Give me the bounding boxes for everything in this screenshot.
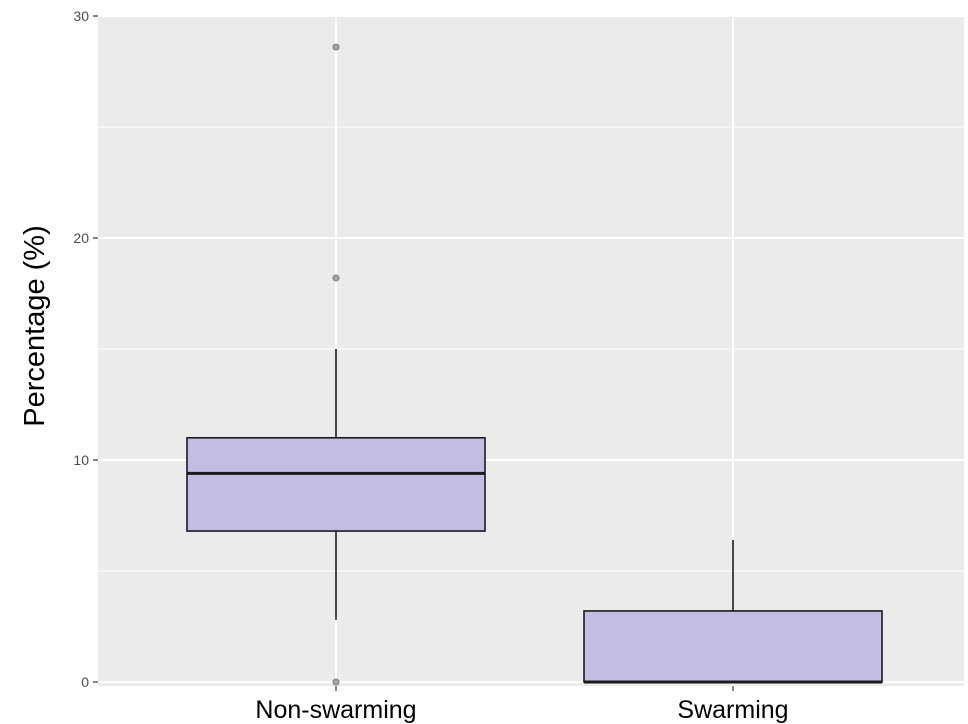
outlier-point bbox=[332, 274, 340, 282]
y-tick-label: 10 bbox=[73, 452, 89, 468]
iqr-box bbox=[186, 436, 486, 532]
x-tick-label: Non-swarming bbox=[255, 696, 416, 724]
y-axis-title: Percentage (%) bbox=[19, 225, 51, 427]
x-tick-label: Swarming bbox=[677, 696, 788, 724]
plot-panel bbox=[98, 16, 964, 686]
y-tick-label: 20 bbox=[73, 230, 89, 246]
iqr-box bbox=[583, 610, 883, 683]
box-swarming bbox=[583, 539, 883, 684]
axes: 0 10 20 30 Non-swarming Swarming bbox=[73, 8, 788, 724]
box-series bbox=[186, 43, 883, 686]
y-tick-label: 0 bbox=[81, 674, 89, 690]
box-non-swarming bbox=[186, 43, 486, 686]
outlier-point bbox=[332, 678, 340, 686]
outlier-point bbox=[332, 43, 340, 51]
y-tick-label: 30 bbox=[73, 8, 89, 24]
